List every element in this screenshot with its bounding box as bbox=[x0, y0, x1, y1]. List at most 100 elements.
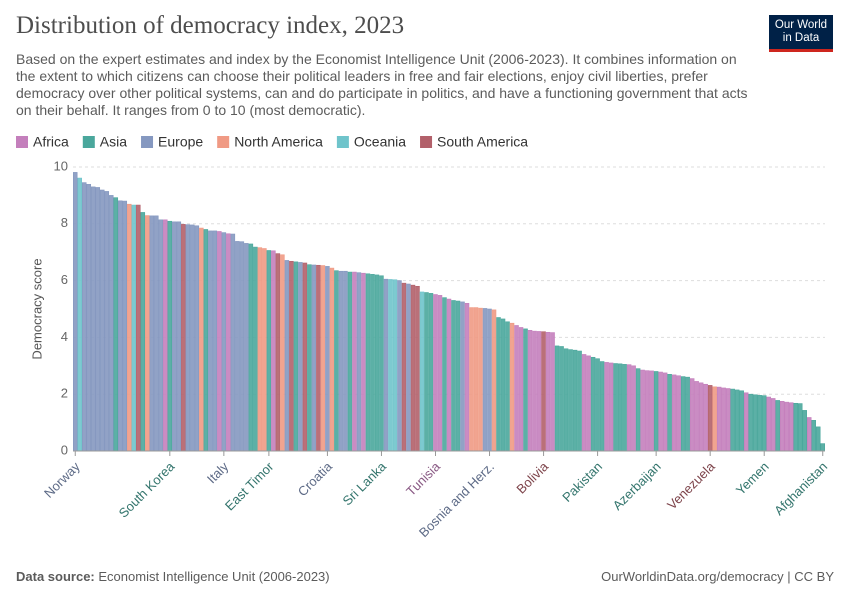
bar bbox=[293, 261, 299, 452]
bar bbox=[442, 297, 447, 452]
bar bbox=[622, 364, 627, 452]
bar bbox=[815, 426, 821, 452]
bar bbox=[820, 443, 825, 452]
legend-swatch bbox=[16, 136, 28, 148]
bar bbox=[352, 271, 357, 452]
bar bbox=[433, 294, 438, 452]
x-tick-label: Italy bbox=[204, 459, 232, 487]
x-tick-label: Venezuela bbox=[664, 458, 718, 512]
bar bbox=[113, 197, 119, 452]
bar bbox=[86, 184, 92, 452]
bar bbox=[451, 300, 456, 452]
bar bbox=[239, 241, 245, 452]
legend-swatch bbox=[420, 136, 433, 148]
x-tick-label: Yemen bbox=[733, 459, 772, 498]
bar bbox=[208, 230, 213, 452]
bar bbox=[536, 331, 542, 452]
bar bbox=[500, 318, 506, 452]
bar bbox=[361, 272, 366, 452]
bar bbox=[712, 386, 717, 452]
bar bbox=[244, 243, 249, 452]
bar bbox=[95, 187, 101, 452]
bar bbox=[424, 292, 429, 452]
chart-subtitle: Based on the expert estimates and index … bbox=[16, 51, 748, 118]
bar bbox=[568, 349, 573, 452]
bar bbox=[464, 303, 470, 452]
logo[interactable]: Our World in Data bbox=[769, 15, 833, 52]
bar bbox=[392, 279, 398, 452]
bar bbox=[505, 321, 510, 452]
bar bbox=[644, 370, 650, 452]
bar bbox=[199, 227, 204, 452]
bar bbox=[334, 270, 339, 452]
bar bbox=[550, 332, 555, 452]
bar bbox=[527, 329, 533, 452]
bar bbox=[226, 233, 231, 452]
legend-swatch bbox=[336, 136, 349, 148]
bar bbox=[289, 260, 294, 452]
bar bbox=[797, 403, 803, 452]
bar bbox=[374, 274, 380, 452]
bar bbox=[635, 368, 641, 452]
bar bbox=[730, 388, 735, 452]
bar bbox=[136, 204, 141, 452]
bar bbox=[298, 262, 303, 452]
bar bbox=[734, 389, 740, 452]
bar bbox=[680, 376, 686, 452]
legend-label: Oceania bbox=[354, 134, 406, 150]
bar bbox=[676, 375, 681, 452]
bar bbox=[167, 220, 173, 452]
bar bbox=[631, 365, 636, 452]
bar bbox=[437, 295, 443, 452]
bar bbox=[329, 267, 335, 452]
bar bbox=[356, 272, 362, 452]
y-tick-label: 8 bbox=[61, 215, 68, 230]
bar bbox=[667, 374, 672, 452]
legend-label: Africa bbox=[33, 134, 69, 150]
bar bbox=[649, 370, 654, 452]
legend-swatch bbox=[141, 136, 154, 148]
bar bbox=[140, 212, 146, 452]
legend-label: North America bbox=[234, 134, 323, 150]
bar bbox=[595, 358, 600, 452]
bar bbox=[410, 284, 416, 452]
bar bbox=[325, 266, 330, 452]
source-label: Data source: bbox=[16, 569, 95, 584]
bar bbox=[401, 282, 407, 452]
bar bbox=[761, 395, 767, 452]
bar bbox=[131, 204, 137, 452]
x-tick-label: East Timor bbox=[222, 458, 277, 513]
y-tick-label: 2 bbox=[61, 386, 68, 401]
bar bbox=[145, 215, 150, 452]
bar bbox=[230, 233, 236, 452]
bar bbox=[779, 400, 785, 452]
bar bbox=[626, 364, 632, 452]
bar bbox=[347, 271, 353, 452]
bar bbox=[743, 392, 749, 452]
credit[interactable]: OurWorldinData.org/democracy | CC BY bbox=[601, 569, 834, 584]
bar bbox=[428, 293, 434, 452]
bar bbox=[343, 270, 348, 452]
bar bbox=[275, 253, 281, 452]
bar bbox=[752, 394, 758, 452]
bar bbox=[190, 224, 195, 452]
bar bbox=[491, 309, 497, 452]
bar bbox=[581, 354, 587, 452]
bar bbox=[365, 273, 371, 452]
bar bbox=[572, 349, 578, 452]
bar bbox=[613, 363, 618, 452]
bar bbox=[253, 246, 258, 452]
bar bbox=[703, 383, 708, 452]
bar bbox=[316, 264, 321, 452]
legend-label: Europe bbox=[158, 134, 203, 150]
bar bbox=[671, 374, 677, 452]
chart: Africa Asia Europe North America Oceania Sout… bbox=[16, 134, 830, 540]
x-tick-label: South Korea bbox=[116, 458, 178, 520]
bar bbox=[685, 376, 690, 452]
bar bbox=[698, 382, 704, 452]
bar bbox=[482, 308, 488, 452]
bar bbox=[172, 221, 177, 452]
bar bbox=[496, 317, 501, 452]
bar bbox=[707, 385, 713, 452]
